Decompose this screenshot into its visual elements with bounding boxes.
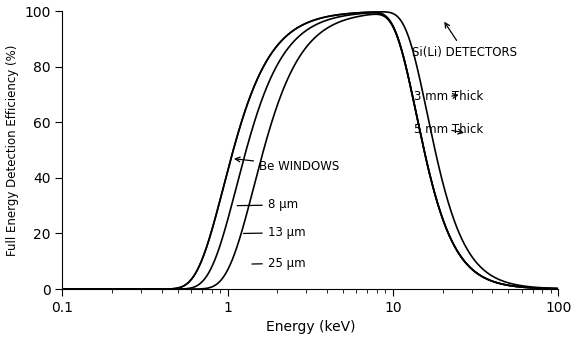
Text: Be WINDOWS: Be WINDOWS [235, 157, 339, 172]
Text: 8 μm: 8 μm [237, 199, 298, 211]
Text: 25 μm: 25 μm [252, 257, 305, 270]
Text: 5 mm Thick: 5 mm Thick [414, 123, 484, 136]
Text: 3 mm Thick: 3 mm Thick [414, 90, 484, 103]
Text: Si(Li) DETECTORS: Si(Li) DETECTORS [412, 23, 517, 58]
Y-axis label: Full Energy Detection Efficiency (%): Full Energy Detection Efficiency (%) [6, 45, 18, 256]
X-axis label: Energy (keV): Energy (keV) [265, 320, 355, 335]
Text: 13 μm: 13 μm [243, 226, 305, 239]
